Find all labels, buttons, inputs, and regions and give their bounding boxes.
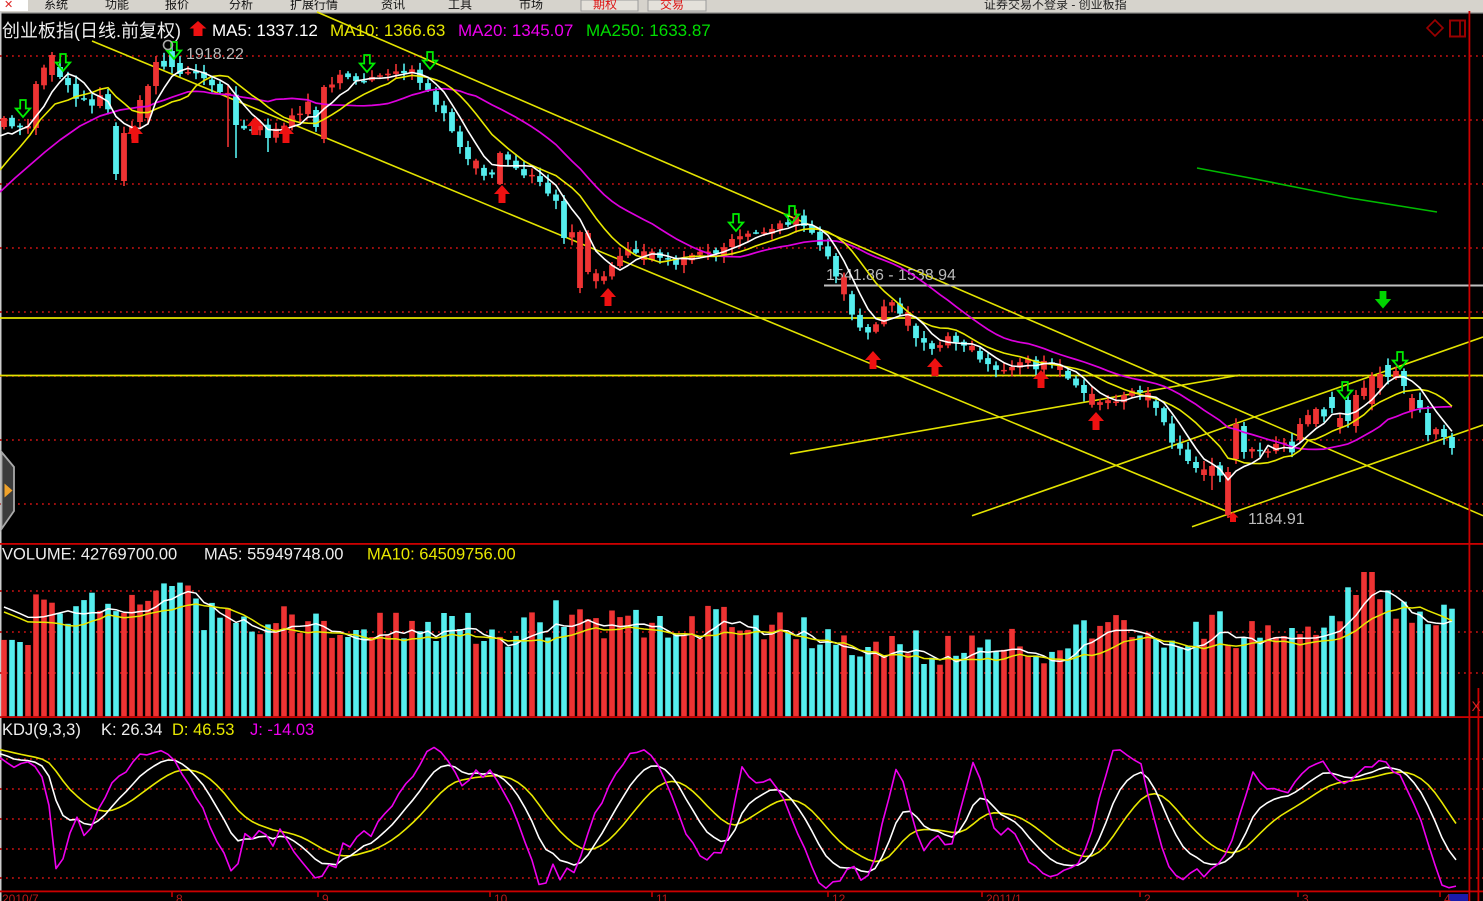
- svg-text:MA5: 55949748.00: MA5: 55949748.00: [204, 546, 343, 564]
- svg-text:11: 11: [656, 892, 669, 901]
- svg-text:MA250: 1633.87: MA250: 1633.87: [586, 21, 711, 40]
- svg-text:D: 46.53: D: 46.53: [172, 721, 234, 739]
- svg-text:证券交易不登录 - 创业板指: 证券交易不登录 - 创业板指: [984, 0, 1127, 12]
- svg-text:3: 3: [1302, 892, 1309, 901]
- svg-text:KDJ(9,3,3): KDJ(9,3,3): [2, 721, 81, 739]
- svg-text:9: 9: [322, 892, 329, 901]
- svg-text:创业板指(日线.前复权): 创业板指(日线.前复权): [2, 21, 181, 41]
- svg-text:4: 4: [1444, 892, 1451, 901]
- svg-text:市场: 市场: [519, 0, 543, 12]
- svg-text:1918.22: 1918.22: [186, 46, 244, 63]
- svg-text:K: 26.34: K: 26.34: [101, 721, 162, 739]
- svg-text:资讯: 资讯: [381, 0, 405, 12]
- svg-text:分析: 分析: [229, 0, 253, 12]
- svg-text:2010/7: 2010/7: [2, 892, 39, 901]
- svg-text:系统: 系统: [44, 0, 68, 12]
- svg-text:MA5: 1337.12: MA5: 1337.12: [212, 21, 318, 40]
- svg-text:MA10: 64509756.00: MA10: 64509756.00: [367, 546, 516, 564]
- svg-text:X: X: [1472, 698, 1482, 714]
- svg-text:1184.91: 1184.91: [1248, 511, 1305, 528]
- svg-text:12: 12: [832, 892, 846, 901]
- svg-text:10: 10: [494, 892, 508, 901]
- svg-text:✕: ✕: [4, 0, 13, 11]
- svg-text:2: 2: [1144, 892, 1151, 901]
- svg-text:报价: 报价: [165, 0, 189, 12]
- svg-text:MA20: 1345.07: MA20: 1345.07: [458, 21, 573, 40]
- svg-text:扩展行情: 扩展行情: [290, 0, 338, 12]
- svg-text:J: -14.03: J: -14.03: [250, 721, 314, 739]
- svg-text:2011/1: 2011/1: [986, 892, 1022, 901]
- svg-text:期权: 期权: [593, 0, 617, 12]
- svg-text:VOLUME: 42769700.00: VOLUME: 42769700.00: [2, 546, 177, 564]
- svg-text:功能: 功能: [105, 0, 129, 12]
- svg-text:8: 8: [176, 892, 183, 901]
- svg-text:1541.86 - 1538.94: 1541.86 - 1538.94: [826, 267, 956, 284]
- svg-text:工具: 工具: [448, 0, 472, 12]
- svg-text:交易: 交易: [660, 0, 684, 12]
- svg-text:MA10: 1366.63: MA10: 1366.63: [330, 21, 445, 40]
